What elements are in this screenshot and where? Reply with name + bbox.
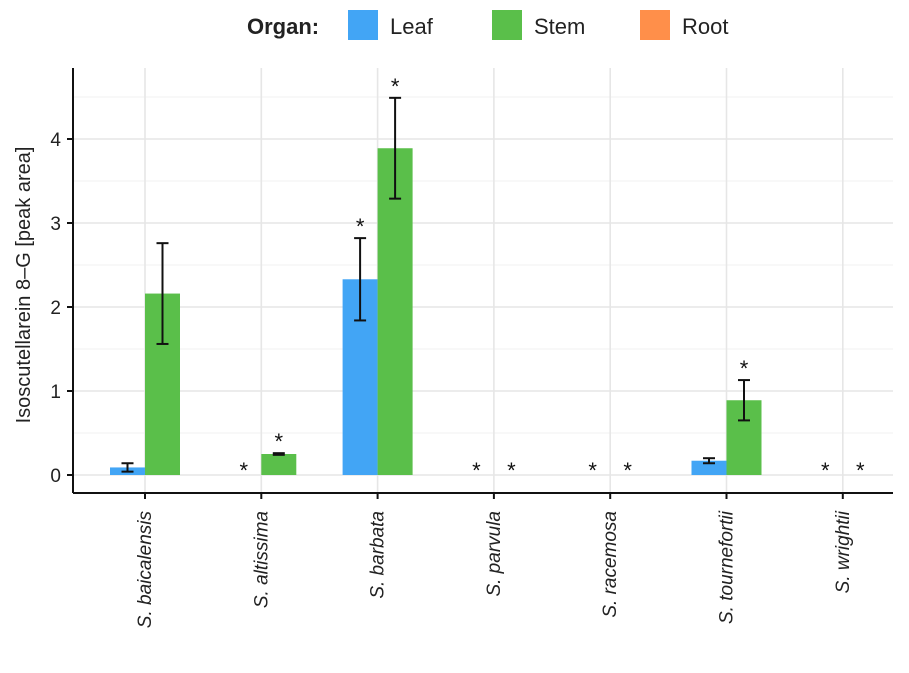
legend-swatch-stem xyxy=(492,10,522,40)
significance-star: * xyxy=(356,214,365,239)
significance-star: * xyxy=(391,74,400,99)
significance-star: * xyxy=(472,458,481,483)
bar-stem xyxy=(377,148,413,476)
significance-star: * xyxy=(821,458,830,483)
legend-label-leaf: Leaf xyxy=(390,14,434,39)
x-tick-label: S. altissima xyxy=(251,511,272,608)
x-tick-label: S. barbata xyxy=(368,511,389,599)
legend-label-stem: Stem xyxy=(534,14,585,39)
error-bars xyxy=(121,96,750,473)
significance-star: * xyxy=(275,429,284,454)
bars xyxy=(110,148,762,476)
error-bar xyxy=(389,96,402,200)
x-tick-label: S. wrightii xyxy=(833,510,854,593)
error-bar xyxy=(703,457,715,465)
legend-swatch-root xyxy=(640,10,670,40)
significance-star: * xyxy=(856,458,865,483)
legend: Organ: Leaf Stem Root xyxy=(247,10,728,40)
legend-item-leaf: Leaf xyxy=(348,10,434,40)
significance-star: * xyxy=(507,458,516,483)
error-bar xyxy=(156,242,169,345)
significance-markers: * * * * * * * * * * * xyxy=(240,74,865,483)
legend-label-root: Root xyxy=(682,14,728,39)
axes: 0 1 2 3 4 S. baicalensis S. altissima S. barbat… xyxy=(50,68,893,628)
significance-star: * xyxy=(740,356,749,381)
y-tick-label: 3 xyxy=(50,214,61,235)
bar-leaf xyxy=(691,460,727,475)
error-bar xyxy=(272,452,285,456)
significance-star: * xyxy=(240,458,249,483)
significance-star: * xyxy=(588,458,597,483)
y-axis-label: Isoscutellarein 8–G [peak area] xyxy=(13,147,35,424)
significance-star: * xyxy=(623,458,632,483)
error-bar xyxy=(354,237,367,322)
legend-item-root: Root xyxy=(640,10,728,40)
gridlines xyxy=(73,68,893,493)
x-tick-label: S. tournefortii xyxy=(717,510,738,624)
x-tick-label: S. racemosa xyxy=(600,511,621,618)
legend-title: Organ: xyxy=(247,14,319,39)
legend-item-stem: Stem xyxy=(492,10,585,40)
x-tick-label: S. baicalensis xyxy=(135,511,156,629)
error-bar xyxy=(738,379,750,422)
y-tick-label: 4 xyxy=(50,130,61,151)
error-bar xyxy=(121,462,134,473)
y-tick-label: 1 xyxy=(50,382,61,403)
bar-stem xyxy=(261,454,297,475)
y-tick-label: 0 xyxy=(50,466,61,487)
legend-swatch-leaf xyxy=(348,10,378,40)
x-tick-label: S. parvula xyxy=(484,511,505,597)
y-tick-label: 2 xyxy=(50,298,61,319)
